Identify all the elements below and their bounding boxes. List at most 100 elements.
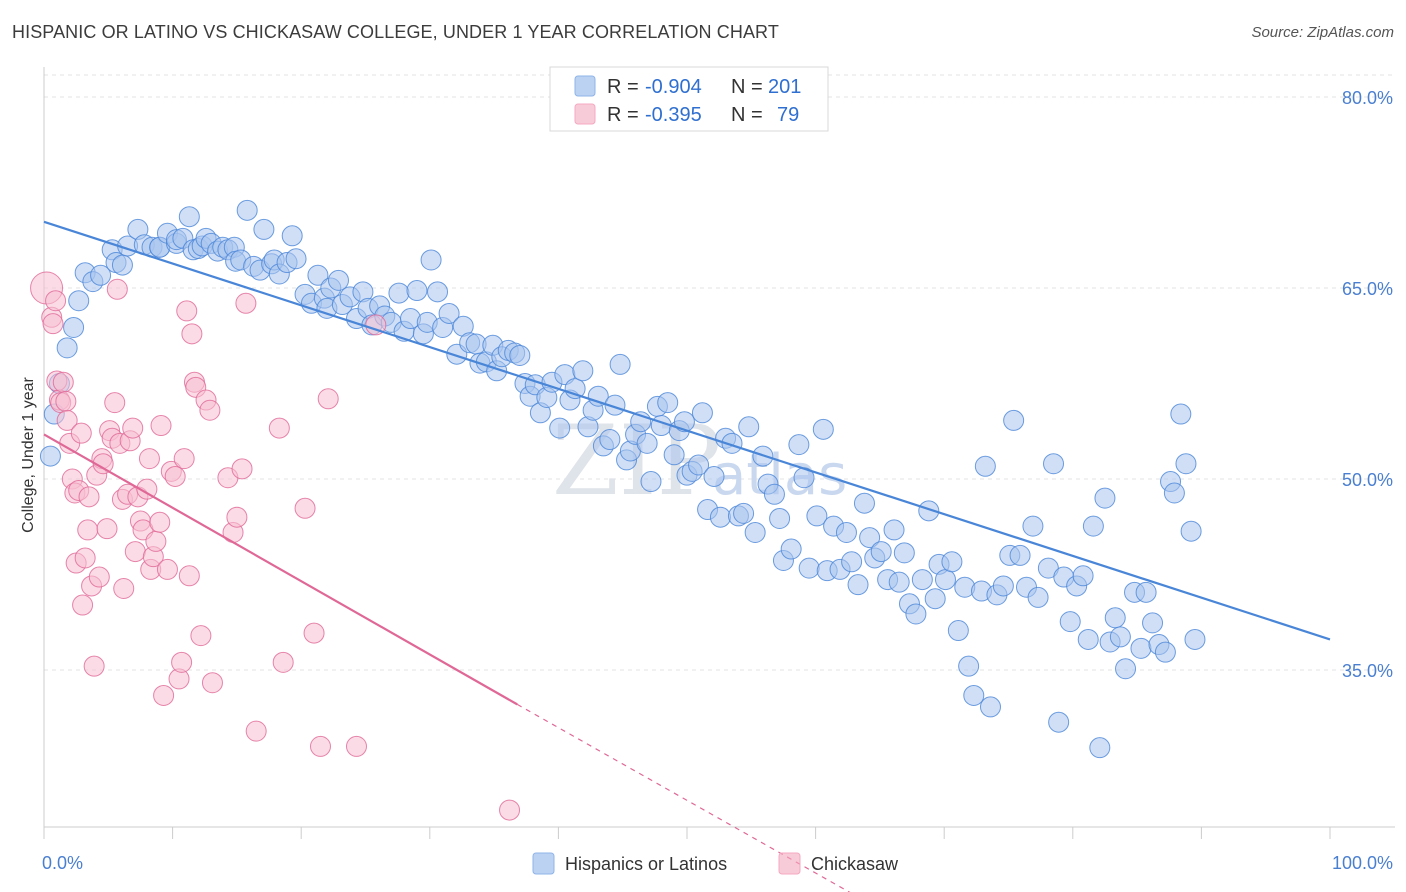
hispanic-point-197 (1175, 453, 1197, 475)
chickasaw-point-56 (178, 565, 200, 587)
legend-n-label-1: N = (731, 104, 763, 126)
hispanic-point-148 (888, 571, 910, 593)
legend-n-value-1: 79 (777, 104, 799, 126)
hispanic-point-169 (1009, 544, 1031, 566)
hispanic-point-131 (788, 434, 810, 456)
legend-box (549, 66, 829, 132)
hispanic-point-179 (1072, 565, 1094, 587)
hispanic-point-156 (934, 569, 956, 591)
hispanic-point-63 (406, 280, 428, 302)
hispanic-point-198 (1180, 520, 1202, 542)
hispanic-point-187 (1115, 658, 1137, 680)
hispanic-point-11 (111, 254, 133, 276)
chickasaw-point-55 (176, 300, 198, 322)
hispanic-point-5 (68, 290, 90, 312)
hispanic-point-180 (1077, 628, 1099, 650)
legend-n-value-0: 201 (768, 76, 801, 98)
hispanic-point-109 (663, 444, 685, 466)
hispanic-point-34 (236, 199, 258, 221)
hispanic-point-171 (1022, 515, 1044, 537)
y-tick-label-3: 80.0% (1342, 88, 1393, 108)
chickasaw-point-70 (268, 417, 290, 439)
x-tick-label-0: 0.0% (42, 853, 83, 873)
chickasaw-point-68 (235, 292, 257, 314)
hispanic-point-140 (841, 551, 863, 573)
hispanic-point-111 (673, 411, 695, 433)
hispanic-point-143 (859, 527, 881, 549)
hispanic-point-124 (744, 521, 766, 543)
chickasaw-point-7 (52, 371, 74, 393)
hispanic-point-193 (1154, 641, 1176, 663)
gridlines (44, 74, 1395, 671)
trend-line-chickasaw (43, 433, 518, 706)
legend-r-value-0: -0.904 (645, 76, 702, 98)
chickasaw-point-42 (138, 448, 160, 470)
hispanic-point-60 (388, 282, 410, 304)
hispanic-point-128 (769, 507, 791, 529)
hispanic-point-97 (599, 429, 621, 451)
hispanic-point-191 (1142, 612, 1164, 634)
hispanic-point-81 (509, 344, 531, 366)
hispanic-point-149 (893, 542, 915, 564)
chickasaw-point-76 (345, 735, 367, 757)
hispanic-point-22 (178, 206, 200, 228)
hispanic-point-130 (780, 538, 802, 560)
chart-title: HISPANIC OR LATINO VS CHICKASAW COLLEGE,… (12, 22, 779, 42)
hispanic-point-141 (847, 574, 869, 596)
hispanic-point-175 (1048, 711, 1070, 733)
legend-r-label-0: R = (607, 76, 639, 98)
hispanic-point-177 (1059, 611, 1081, 633)
hispanic-point-50 (327, 269, 349, 291)
chickasaw-point-15 (70, 422, 92, 444)
hispanic-point-104 (636, 432, 658, 454)
hispanic-point-189 (1130, 637, 1152, 659)
hispanic-point-166 (992, 575, 1014, 597)
y-axis-label: College, Under 1 year (20, 377, 37, 533)
chickasaw-point-67 (231, 458, 253, 480)
trend-lines (43, 220, 1331, 892)
hispanic-point-163 (974, 455, 996, 477)
legend-swatch-hispanic (574, 75, 596, 97)
hispanic-point-195 (1163, 482, 1185, 504)
hispanic-point-174 (1043, 453, 1065, 475)
y-tick-label-0: 35.0% (1342, 661, 1393, 681)
y-tick-label-2: 65.0% (1342, 279, 1393, 299)
hispanic-point-199 (1184, 628, 1206, 650)
chickasaw-point-47 (150, 415, 172, 437)
chickasaw-point-18 (77, 519, 99, 541)
hispanic-point-152 (911, 569, 933, 591)
hispanic-point-196 (1170, 403, 1192, 425)
hispanic-point-186 (1109, 626, 1131, 648)
chickasaw-point-37 (124, 541, 146, 563)
hispanic-point-37 (253, 218, 275, 240)
bottom-legend-swatch-hispanic (532, 852, 555, 875)
chickasaw-point-54 (173, 448, 195, 470)
hispanic-point-105 (640, 471, 662, 493)
chickasaw-point-29 (104, 392, 126, 414)
chickasaw-point-9 (56, 409, 78, 431)
axes (43, 67, 1395, 839)
hispanic-point-139 (835, 521, 857, 543)
bottom-legend-swatch-chickasaw (778, 852, 801, 875)
hispanic-point-183 (1094, 487, 1116, 509)
hispanic-point-145 (870, 541, 892, 563)
chickasaw-point-16 (72, 594, 94, 616)
hispanic-point-43 (285, 248, 307, 270)
chickasaw-point-66 (226, 506, 248, 528)
bottom-legend-label-chickasaw: Chickasaw (811, 854, 899, 874)
hispanic-point-8 (90, 264, 112, 286)
hispanic-point-108 (657, 392, 679, 414)
hispanic-point-69 (438, 302, 460, 324)
chickasaw-point-53 (171, 651, 193, 673)
chickasaw-point-71 (272, 651, 294, 673)
hispanic-point-142 (853, 492, 875, 514)
hispanic-point-185 (1104, 607, 1126, 629)
hispanic-point-0 (39, 445, 61, 467)
chickasaw-point-30 (106, 278, 128, 300)
legend-top: R = -0.904 N = 201 R = -0.395 N = 79 (549, 66, 829, 132)
hispanic-point-151 (905, 603, 927, 625)
chickasaw-point-49 (156, 558, 178, 580)
hispanic-point-127 (763, 483, 785, 505)
chickasaw-point-8 (55, 390, 77, 412)
